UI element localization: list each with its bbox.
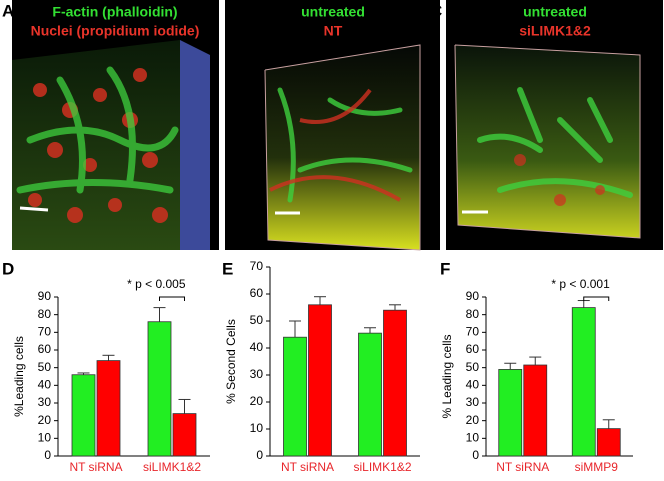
bar <box>596 428 621 457</box>
y-tick-label: 60 <box>250 286 264 300</box>
image-caption: untreated <box>301 4 365 20</box>
x-tick-label: NT siRNA <box>281 460 334 474</box>
bar <box>383 309 407 457</box>
panel-letter: C <box>430 1 442 20</box>
y-tick-label: 0 <box>256 448 263 462</box>
y-tick-label: 40 <box>38 378 52 392</box>
x-tick-label: siLIMK1&2 <box>143 460 201 474</box>
bar <box>71 374 96 457</box>
panel-letter: F <box>440 259 450 278</box>
y-tick-label: 30 <box>250 367 264 381</box>
y-tick-label: 70 <box>38 325 52 339</box>
y-tick-label: 50 <box>466 360 480 374</box>
bar <box>571 307 596 457</box>
bar <box>172 413 197 457</box>
micrograph-a <box>12 0 219 250</box>
x-tick-label: NT siRNA <box>496 460 549 474</box>
x-tick-label: NT siRNA <box>69 460 122 474</box>
bar <box>358 332 382 457</box>
y-tick-label: 70 <box>466 325 480 339</box>
y-tick-label: 40 <box>250 340 264 354</box>
y-axis-label: % Second Cells <box>224 319 238 404</box>
y-tick-label: 80 <box>38 307 52 321</box>
panel-letter: D <box>2 259 14 278</box>
panel-letter: B <box>206 1 218 20</box>
micrograph-c <box>446 0 663 250</box>
image-caption: untreated <box>523 4 587 20</box>
y-tick-label: 50 <box>38 360 52 374</box>
annotation: * p < 0.005 <box>127 277 186 291</box>
y-axis-label: %Leading cells <box>12 336 26 417</box>
y-axis-label: % Leading cells <box>440 334 454 418</box>
bar <box>147 321 172 457</box>
y-tick-label: 10 <box>466 431 480 445</box>
y-tick-label: 60 <box>466 342 480 356</box>
significance-bracket <box>583 296 610 301</box>
bar <box>523 364 548 457</box>
bar <box>283 336 307 457</box>
y-tick-label: 90 <box>38 289 52 303</box>
y-tick-label: 20 <box>250 394 264 408</box>
x-tick-label: siLIMK1&2 <box>353 460 411 474</box>
y-tick-label: 20 <box>466 413 480 427</box>
y-tick-label: 60 <box>38 342 52 356</box>
bar <box>308 304 332 457</box>
y-tick-label: 70 <box>250 259 264 273</box>
annotation: * p < 0.001 <box>551 277 610 291</box>
y-tick-label: 10 <box>250 421 264 435</box>
panel-letter: E <box>222 259 233 278</box>
y-tick-label: 50 <box>250 313 264 327</box>
bar <box>498 369 523 457</box>
y-tick-label: 0 <box>44 448 51 462</box>
panel-letter: A <box>2 1 14 20</box>
bar <box>96 360 121 457</box>
y-tick-label: 90 <box>466 289 480 303</box>
y-tick-label: 80 <box>466 307 480 321</box>
y-tick-label: 0 <box>472 448 479 462</box>
y-tick-label: 30 <box>38 395 52 409</box>
significance-bracket <box>159 296 185 301</box>
image-caption: F-actin (phalloidin) <box>52 4 177 20</box>
x-tick-label: siMMP9 <box>575 460 619 474</box>
y-tick-label: 10 <box>38 431 52 445</box>
y-tick-label: 30 <box>466 395 480 409</box>
image-caption: NT <box>324 23 343 39</box>
image-caption: siLIMK1&2 <box>519 23 591 39</box>
micrograph-b <box>225 0 440 251</box>
image-caption: Nuclei (propidium iodide) <box>31 23 200 39</box>
y-tick-label: 40 <box>466 378 480 392</box>
y-tick-label: 20 <box>38 413 52 427</box>
